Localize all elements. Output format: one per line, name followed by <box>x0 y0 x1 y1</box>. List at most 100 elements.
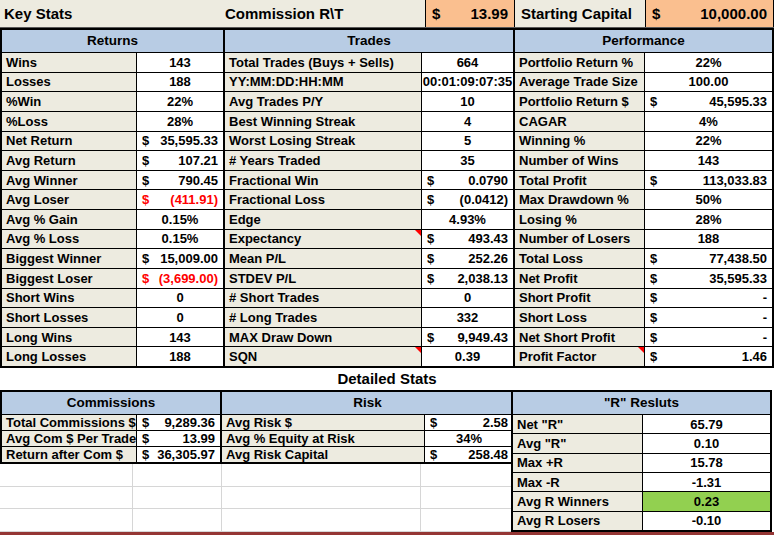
row-label-cell[interactable]: Portfolio Return % <box>515 53 645 72</box>
row-value-cell[interactable]: $13.99 <box>137 431 220 446</box>
row-value-cell[interactable]: $(0.0412) <box>422 190 513 209</box>
row-label-cell[interactable]: Losses <box>2 73 137 92</box>
row-value-cell[interactable]: $(411.91) <box>137 190 223 209</box>
row-value-cell[interactable]: 50% <box>645 190 772 209</box>
row-value-cell[interactable]: $1.46 <box>645 347 772 366</box>
row-label-cell[interactable]: Return after Com $ <box>2 447 137 462</box>
row-value-cell[interactable]: 15.78 <box>643 454 770 472</box>
key-stats-title[interactable]: Key Stats <box>0 0 225 27</box>
row-value-cell[interactable]: $- <box>645 328 772 347</box>
row-value-cell[interactable]: 188 <box>137 73 223 92</box>
row-label-cell[interactable]: Avg Risk Capital <box>222 447 425 462</box>
row-label-cell[interactable]: MAX Draw Down <box>225 328 422 347</box>
row-label-cell[interactable]: Max +R <box>513 454 643 472</box>
row-value-cell[interactable]: 0.23 <box>643 492 770 510</box>
row-label-cell[interactable]: Net "R" <box>513 415 643 433</box>
trades-table-header[interactable]: Trades <box>225 30 513 53</box>
row-value-cell[interactable]: 0.10 <box>643 434 770 452</box>
row-label-cell[interactable]: Short Loss <box>515 308 645 327</box>
row-label-cell[interactable]: Net Profit <box>515 269 645 288</box>
row-label-cell[interactable]: Portfolio Return $ <box>515 92 645 111</box>
row-value-cell[interactable]: 143 <box>137 53 223 72</box>
row-label-cell[interactable]: Total Commissions $ <box>2 415 137 430</box>
row-label-cell[interactable]: Biggest Loser <box>2 269 137 288</box>
row-value-cell[interactable]: 4 <box>422 112 513 131</box>
row-value-cell[interactable]: 22% <box>645 53 772 72</box>
row-value-cell[interactable]: 22% <box>645 132 772 151</box>
row-value-cell[interactable]: $107.21 <box>137 151 223 170</box>
row-value-cell[interactable]: $- <box>645 308 772 327</box>
row-value-cell[interactable]: 143 <box>137 328 223 347</box>
row-value-cell[interactable]: 0 <box>137 289 223 308</box>
row-label-cell[interactable]: Fractional Win <box>225 171 422 190</box>
row-label-cell[interactable]: Best Winning Streak <box>225 112 422 131</box>
row-label-cell[interactable]: CAGAR <box>515 112 645 131</box>
row-label-cell[interactable]: Long Losses <box>2 347 137 366</box>
row-label-cell[interactable]: Total Loss <box>515 249 645 268</box>
row-label-cell[interactable]: Avg Risk $ <box>222 415 425 430</box>
row-label-cell[interactable]: Avg % Loss <box>2 230 137 249</box>
row-label-cell[interactable]: Max -R <box>513 473 643 491</box>
row-value-cell[interactable]: $252.26 <box>422 249 513 268</box>
row-value-cell[interactable]: $- <box>645 289 772 308</box>
row-label-cell[interactable]: Avg Trades P/Y <box>225 92 422 111</box>
row-label-cell[interactable]: SQN <box>225 347 422 366</box>
row-value-cell[interactable]: 4% <box>645 112 772 131</box>
row-label-cell[interactable]: Losing % <box>515 210 645 229</box>
row-label-cell[interactable]: Max Drawdown % <box>515 190 645 209</box>
row-label-cell[interactable]: Avg Winner <box>2 171 137 190</box>
row-label-cell[interactable]: Avg R Losers <box>513 512 643 530</box>
row-label-cell[interactable]: Total Trades (Buys + Sells) <box>225 53 422 72</box>
row-label-cell[interactable]: Short Losses <box>2 308 137 327</box>
row-label-cell[interactable]: Expectancy <box>225 230 422 249</box>
row-value-cell[interactable]: 4.93% <box>422 210 513 229</box>
row-label-cell[interactable]: Net Return <box>2 132 137 151</box>
row-label-cell[interactable]: Avg Return <box>2 151 137 170</box>
row-label-cell[interactable]: # Short Trades <box>225 289 422 308</box>
row-label-cell[interactable]: %Loss <box>2 112 137 131</box>
row-value-cell[interactable]: 34% <box>425 431 513 446</box>
row-label-cell[interactable]: Wins <box>2 53 137 72</box>
row-value-cell[interactable]: $(3,699.00) <box>137 269 223 288</box>
row-value-cell[interactable]: $9,289.36 <box>137 415 220 430</box>
row-value-cell[interactable]: 00:01:09:07:35 <box>422 73 513 92</box>
row-value-cell[interactable]: $2.58 <box>425 415 513 430</box>
commission-value-cell[interactable]: $ 13.99 <box>425 0 515 27</box>
row-value-cell[interactable]: 10 <box>422 92 513 111</box>
row-label-cell[interactable]: Worst Losing Streak <box>225 132 422 151</box>
row-label-cell[interactable]: # Years Traded <box>225 151 422 170</box>
row-label-cell[interactable]: Avg % Gain <box>2 210 137 229</box>
row-label-cell[interactable]: Biggest Winner <box>2 249 137 268</box>
commission-rt-label[interactable]: Commission R\T <box>225 0 425 27</box>
row-label-cell[interactable]: Winning % <box>515 132 645 151</box>
row-label-cell[interactable]: Avg R Winners <box>513 492 643 510</box>
row-value-cell[interactable]: 22% <box>137 92 223 111</box>
row-value-cell[interactable]: 35 <box>422 151 513 170</box>
starting-capital-value-cell[interactable]: $ 10,000.00 <box>645 0 774 27</box>
row-label-cell[interactable]: Avg % Equity at Risk <box>222 431 425 446</box>
row-value-cell[interactable]: $35,595.33 <box>645 269 772 288</box>
row-label-cell[interactable]: Profit Factor <box>515 347 645 366</box>
row-value-cell[interactable]: 0.39 <box>422 347 513 366</box>
returns-table-header[interactable]: Returns <box>2 30 223 53</box>
row-value-cell[interactable]: 332 <box>422 308 513 327</box>
row-value-cell[interactable]: $790.45 <box>137 171 223 190</box>
row-label-cell[interactable]: Avg Com $ Per Trade <box>2 431 137 446</box>
row-value-cell[interactable]: 28% <box>645 210 772 229</box>
row-value-cell[interactable]: 664 <box>422 53 513 72</box>
performance-table-header[interactable]: Performance <box>515 30 772 53</box>
row-label-cell[interactable]: Long Wins <box>2 328 137 347</box>
row-value-cell[interactable]: 188 <box>137 347 223 366</box>
row-label-cell[interactable]: %Win <box>2 92 137 111</box>
row-value-cell[interactable]: 0.15% <box>137 230 223 249</box>
row-label-cell[interactable]: Total Profit <box>515 171 645 190</box>
row-value-cell[interactable]: $36,305.97 <box>137 447 220 462</box>
row-value-cell[interactable]: 100.00 <box>645 73 772 92</box>
row-label-cell[interactable]: Avg "R" <box>513 434 643 452</box>
row-label-cell[interactable]: Edge <box>225 210 422 229</box>
row-value-cell[interactable]: 0.15% <box>137 210 223 229</box>
commissions-table-header[interactable]: Commissions <box>2 392 220 415</box>
row-label-cell[interactable]: # Long Trades <box>225 308 422 327</box>
row-value-cell[interactable]: 5 <box>422 132 513 151</box>
row-label-cell[interactable]: Fractional Loss <box>225 190 422 209</box>
